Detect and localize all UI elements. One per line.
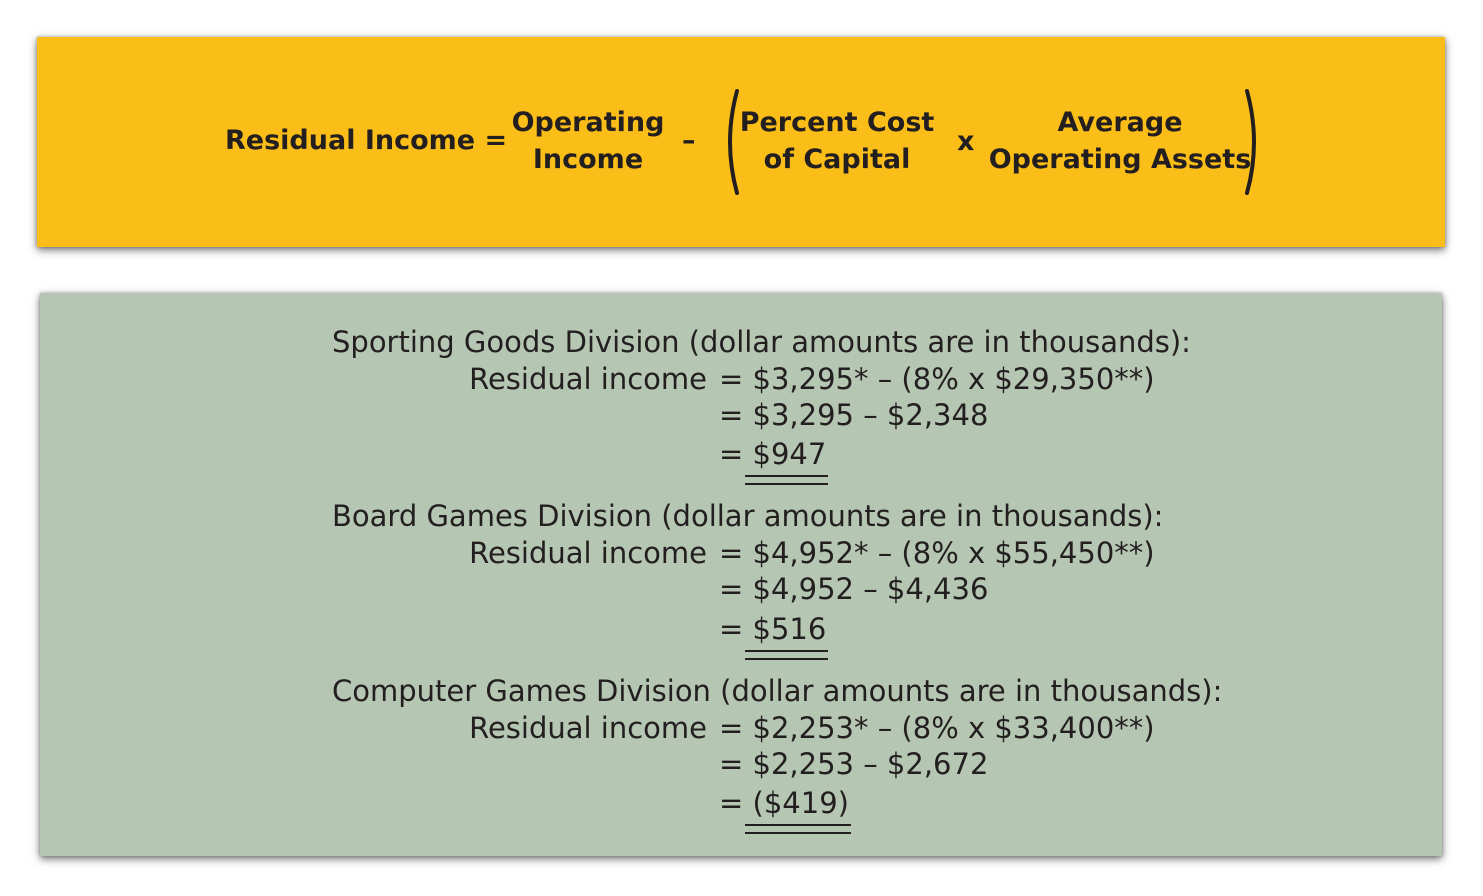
residual-income-result: = ($419) [719,785,852,834]
formula-times-sign: x [957,126,975,157]
residual-income-result: = $516 [719,611,829,660]
formula-minus-sign: – [682,125,696,156]
formula-percent-cost-line2: of Capital [763,144,911,175]
result-equals: = [719,437,744,471]
result-equals: = [719,786,744,820]
residual-income-subtraction: = $4,952 – $4,436 [719,572,989,606]
residual-income-label: Residual income [469,536,707,570]
result-value: $947 [744,437,829,485]
formula-average-assets-line1: Average [1057,107,1183,138]
residual-income-label: Residual income [469,711,707,745]
division-heading: Sporting Goods Division (dollar amounts … [332,325,1191,359]
right-parenthesis-icon [1245,89,1256,195]
residual-income-subtraction: = $2,253 – $2,672 [719,747,989,781]
residual-income-label: Residual income [469,362,707,396]
residual-income-subtraction: = $3,295 – $2,348 [719,398,989,432]
residual-income-expression: = $4,952* – (8% x $55,450**) [719,536,1155,570]
left-parenthesis-icon [728,89,739,195]
result-value: $516 [744,612,829,660]
division-calculations-panel: Sporting Goods Division (dollar amounts … [40,293,1442,856]
residual-income-formula-banner: Residual Income = Operating Income – Per… [37,37,1445,247]
division-heading: Board Games Division (dollar amounts are… [332,499,1164,533]
residual-income-result: = $947 [719,436,829,485]
residual-income-expression: = $3,295* – (8% x $29,350**) [719,362,1155,396]
formula-average-assets-line2: Operating Assets [988,144,1252,175]
result-equals: = [719,612,744,646]
result-value: ($419) [744,786,852,834]
division-heading: Computer Games Division (dollar amounts … [332,674,1223,708]
residual-income-expression: = $2,253* – (8% x $33,400**) [719,711,1155,745]
formula-operating-income-line2: Income [532,144,644,175]
formula-operating-income-line1: Operating [511,107,665,138]
formula-lhs: Residual Income = [225,125,508,156]
formula-percent-cost-line1: Percent Cost [739,107,935,138]
